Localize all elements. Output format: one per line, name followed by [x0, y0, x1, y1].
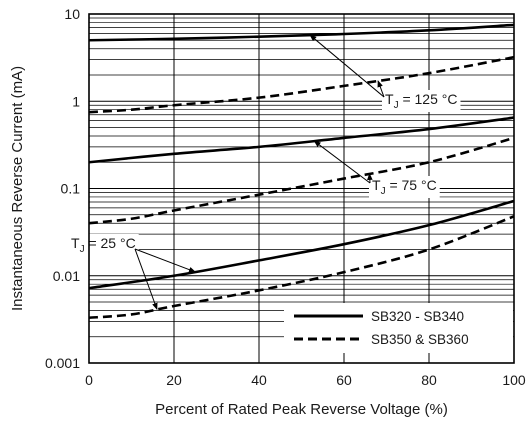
series-75c-solid [88, 116, 515, 164]
plot-frame [88, 13, 515, 364]
x-tick-label: 100 [502, 372, 526, 388]
x-tick-label: 60 [336, 372, 352, 388]
label-tj-75c: TJ = 75 °C [372, 177, 437, 197]
y-tick-label: 1 [72, 93, 80, 109]
label-bg-75c [369, 176, 440, 198]
arrow-125c-solid [309, 34, 385, 98]
y-tick-label: 0.01 [53, 268, 80, 284]
annotations: TJ = 125 °C TJ = 75 °C TJ = 25 °C [68, 34, 461, 311]
series-125c-solid [88, 23, 515, 42]
y-tick-label: 0.001 [45, 355, 80, 371]
x-axis-title: Percent of Rated Peak Reverse Voltage (%… [155, 401, 448, 418]
legend-box [284, 303, 513, 353]
series-25c-solid [88, 199, 515, 290]
arrow-75c-dashed [367, 172, 373, 184]
label-bg-25c [68, 234, 139, 256]
y-tick-label: 10 [64, 6, 80, 22]
series-25c-dashed [88, 215, 515, 320]
arrow-25c-dashed [134, 248, 158, 311]
label-tj-125c: TJ = 125 °C [385, 91, 457, 111]
x-tick-label: 40 [251, 372, 267, 388]
label-bg-125c [382, 90, 461, 112]
legend-label-dashed: SB350 & SB360 [371, 332, 469, 347]
legend: SB320 - SB340 SB350 & SB360 [284, 303, 513, 353]
y-axis-title: Instantaneous Reverse Current (mA) [9, 66, 26, 311]
series-layer [88, 23, 515, 320]
y-tick-label: 0.1 [61, 181, 81, 197]
x-tick-label: 80 [421, 372, 437, 388]
x-tick-label: 20 [166, 372, 182, 388]
arrow-75c-solid [313, 140, 371, 184]
legend-label-solid: SB320 - SB340 [371, 309, 464, 324]
series-125c-dashed [88, 55, 515, 114]
arrow-25c-solid [134, 248, 196, 273]
tick-labels: 0 20 40 60 80 100 0.001 0.01 0.1 1 10 [45, 6, 526, 388]
arrow-125c-dashed [377, 80, 385, 98]
series-75c-dashed [88, 136, 515, 225]
x-tick-label: 0 [85, 372, 93, 388]
label-tj-25c: TJ = 25 °C [71, 235, 136, 255]
